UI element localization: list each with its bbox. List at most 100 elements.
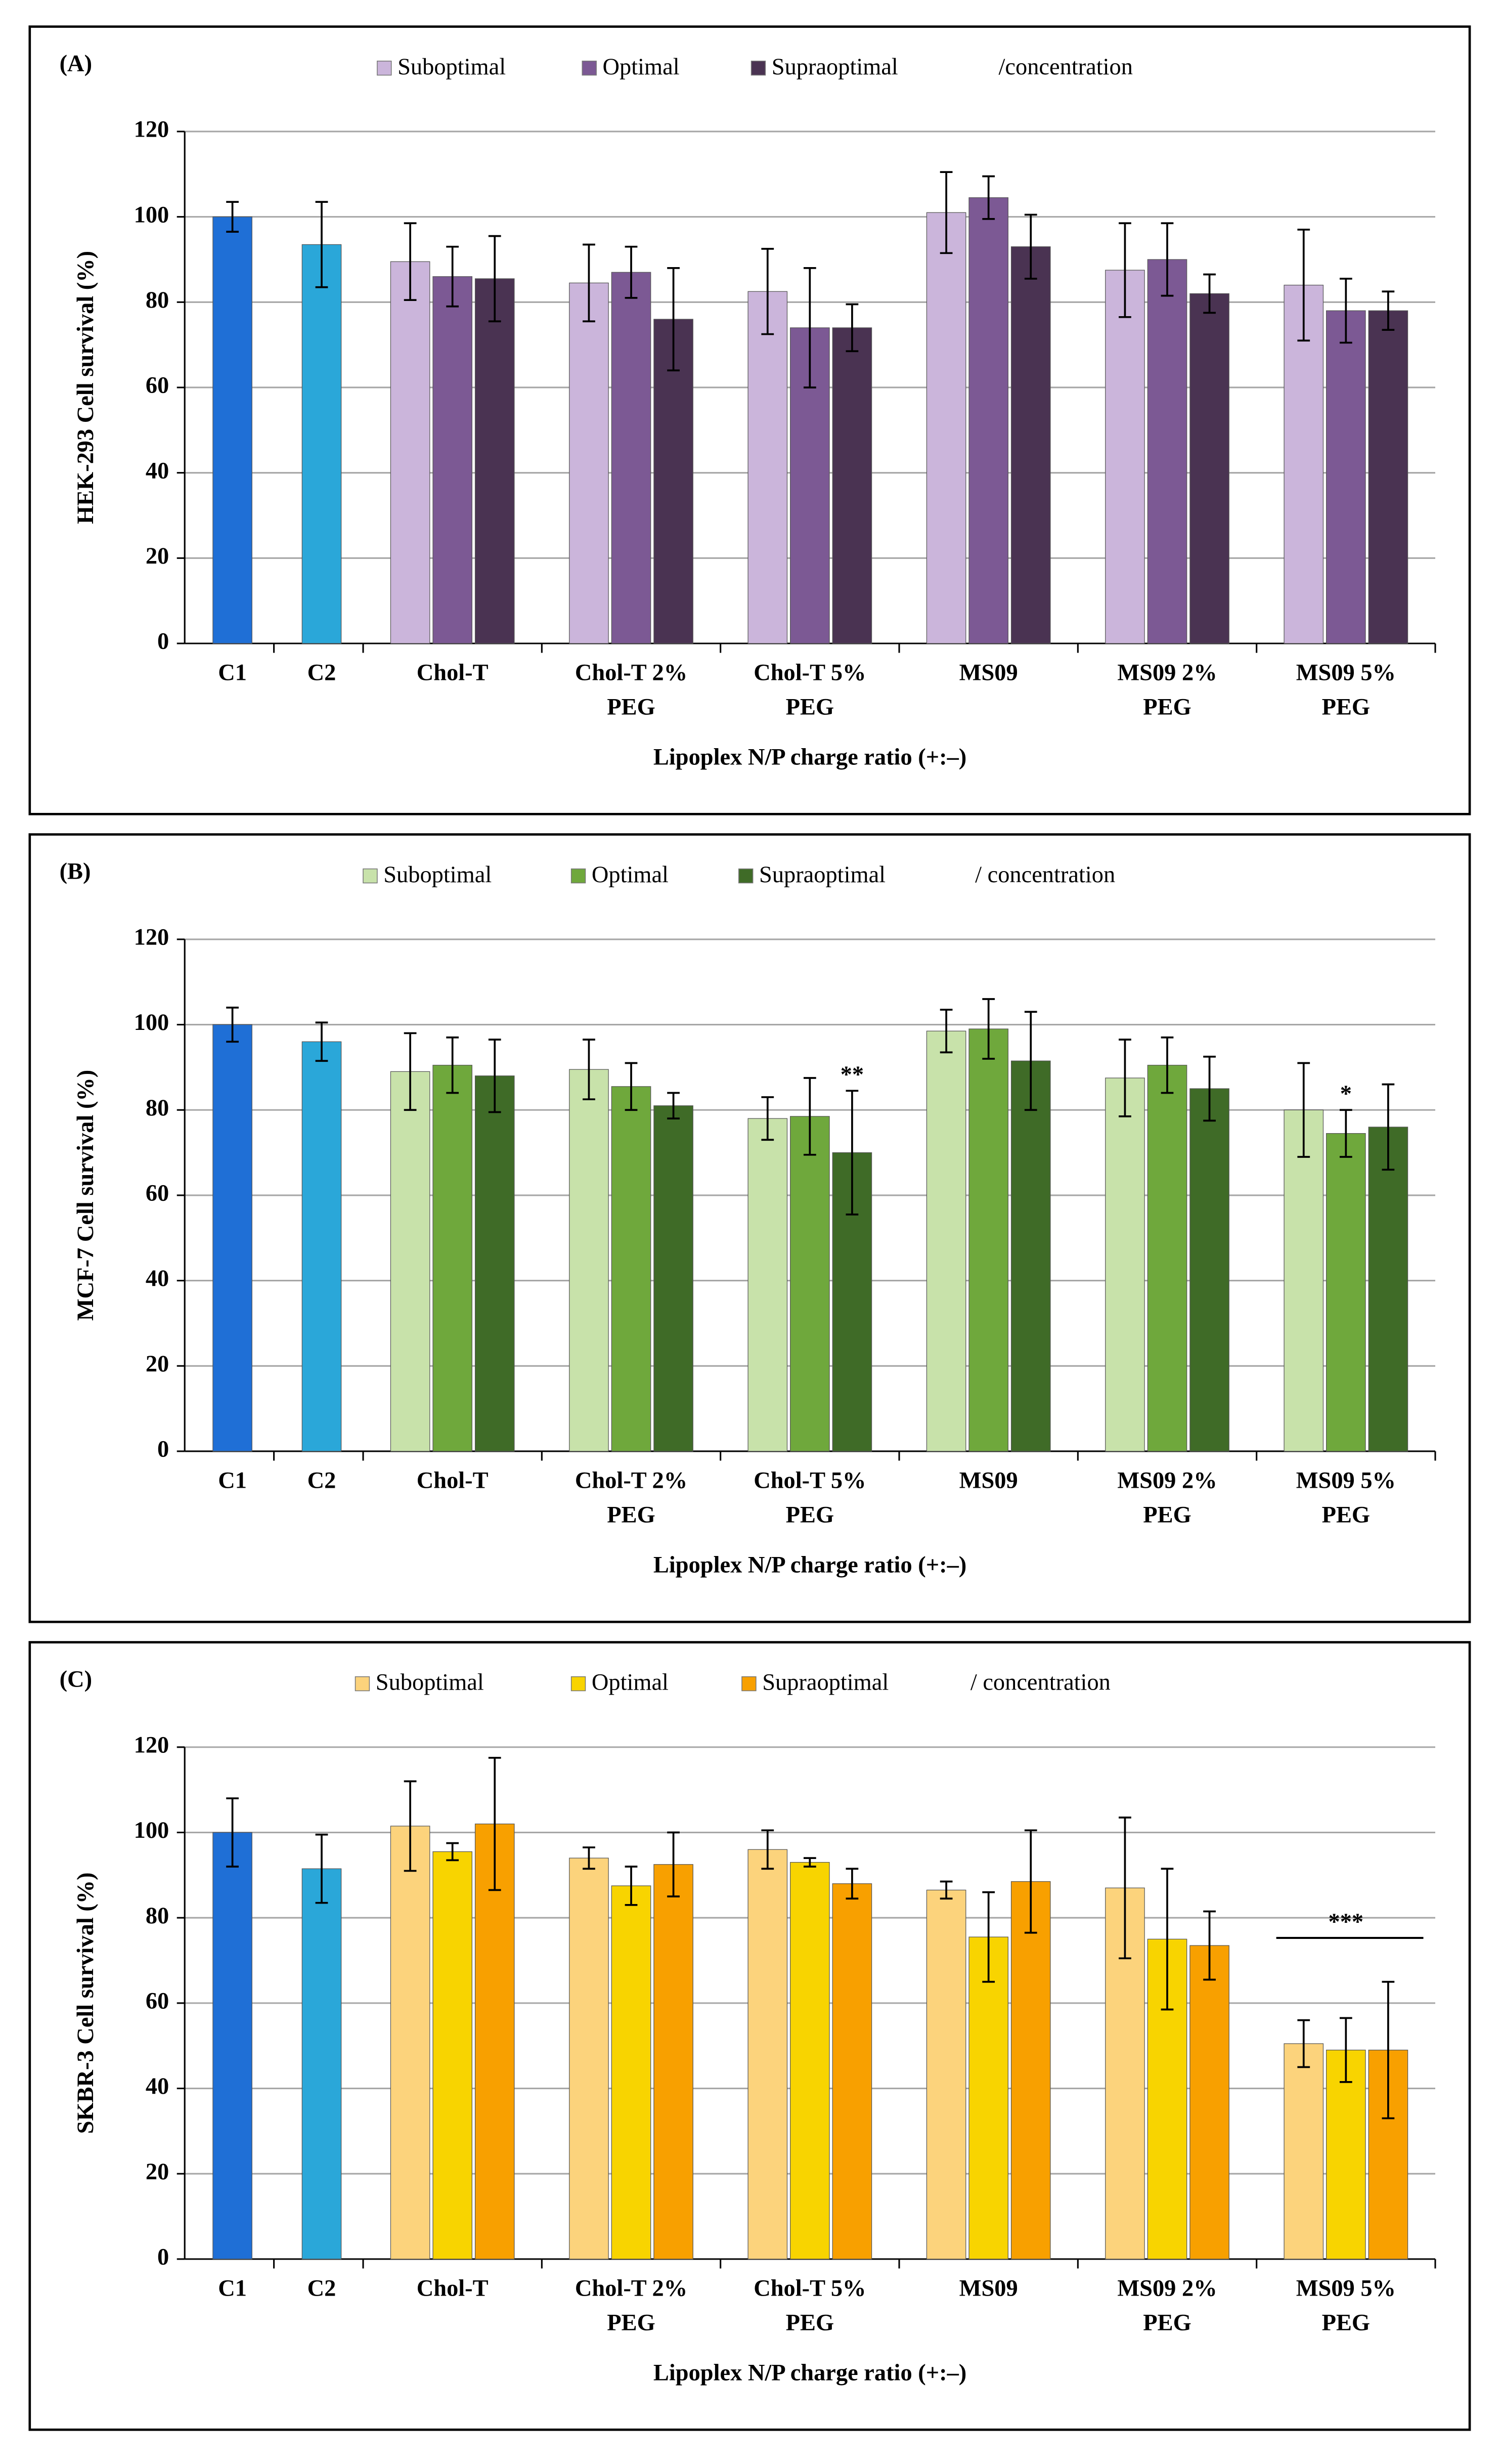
bar — [569, 282, 609, 644]
bar — [1326, 2050, 1366, 2260]
y-axis-label: SKBR-3 Cell survival (%) — [73, 1872, 99, 2134]
bar — [1284, 2043, 1324, 2260]
y-tick-label: 80 — [146, 1095, 169, 1121]
x-tick-label: PEG — [786, 2310, 834, 2336]
legend-suffix: /concentration — [999, 54, 1133, 80]
x-tick-label: Chol-T — [417, 1467, 489, 1493]
panel: (B) Suboptimal Optimal Supraoptimal / concen… — [28, 833, 1471, 1623]
bar — [390, 261, 430, 644]
bar — [432, 276, 472, 644]
y-tick-label: 20 — [146, 543, 169, 569]
x-tick-label: MS09 2% — [1117, 2275, 1217, 2301]
bar — [1105, 270, 1145, 644]
bar — [569, 1069, 609, 1452]
legend-swatch — [570, 1676, 586, 1692]
bar — [1326, 310, 1366, 644]
bar — [1189, 1088, 1229, 1452]
y-tick-label: 20 — [146, 2159, 169, 2185]
significance: *** — [1329, 1909, 1364, 1935]
bar — [611, 1885, 651, 2260]
x-axis-label: Lipoplex N/P charge ratio (+:–) — [653, 2360, 966, 2386]
x-tick-label: PEG — [1322, 695, 1370, 720]
bar — [390, 1826, 430, 2260]
bar — [926, 1030, 966, 1452]
x-tick-label: PEG — [786, 1502, 834, 1528]
bar — [432, 1065, 472, 1452]
legend-swatch — [741, 1676, 757, 1692]
bar — [790, 1862, 830, 2260]
bar — [611, 1086, 651, 1452]
y-tick-label: 80 — [146, 1903, 169, 1929]
y-tick-label: 40 — [146, 2073, 169, 2099]
x-tick-label: PEG — [1143, 1502, 1191, 1528]
bar — [968, 1028, 1008, 1452]
bar — [832, 1883, 872, 2260]
y-tick-label: 40 — [146, 458, 169, 484]
y-axis-label: MCF-7 Cell survival (%) — [73, 1070, 99, 1321]
y-tick-label: 0 — [157, 2244, 169, 2270]
x-tick-label: PEG — [786, 695, 834, 720]
bar — [301, 1868, 342, 2260]
bar — [474, 1824, 515, 2260]
bar — [747, 1118, 788, 1452]
x-tick-label: C2 — [307, 2275, 336, 2301]
panel-label: (B) — [60, 859, 91, 885]
significance: * — [1340, 1081, 1352, 1107]
bar — [1010, 1060, 1051, 1452]
x-tick-label: PEG — [607, 695, 655, 720]
x-tick-label: MS09 5% — [1296, 660, 1396, 686]
legend-swatch — [363, 868, 378, 884]
legend-label: Optimal — [592, 1670, 669, 1696]
x-tick-label: C1 — [218, 2275, 247, 2301]
bar — [926, 1889, 966, 2260]
x-tick-label: Chol-T 2% — [575, 660, 687, 686]
x-tick-label: PEG — [1322, 1502, 1370, 1528]
y-tick-label: 0 — [157, 629, 169, 655]
bar — [474, 278, 515, 644]
x-tick-label: C2 — [307, 660, 336, 686]
x-tick-label: Chol-T 5% — [754, 2275, 866, 2301]
x-tick-label: Chol-T 2% — [575, 1467, 687, 1493]
bar — [212, 1832, 252, 2260]
x-tick-label: PEG — [1143, 695, 1191, 720]
y-tick-label: 40 — [146, 1266, 169, 1291]
bar — [390, 1071, 430, 1452]
panel-label: (C) — [60, 1667, 92, 1693]
y-tick-label: 120 — [134, 117, 169, 143]
bar — [301, 244, 342, 644]
x-tick-label: C1 — [218, 1467, 247, 1493]
legend-swatch — [750, 60, 766, 76]
bar — [926, 212, 966, 644]
x-tick-label: Chol-T — [417, 2275, 489, 2301]
bar — [569, 1857, 609, 2260]
panel: (A) Suboptimal Optimal Supraoptimal/concent… — [28, 25, 1471, 815]
bar — [474, 1075, 515, 1452]
bar — [832, 327, 872, 644]
panel: (C) Suboptimal Optimal Supraoptimal / concen… — [28, 1641, 1471, 2431]
panel-frame — [28, 833, 1471, 1623]
y-tick-label: 100 — [134, 202, 169, 228]
legend-suffix: / concentration — [975, 862, 1115, 888]
x-tick-label: C1 — [218, 660, 247, 686]
bar — [1284, 1109, 1324, 1452]
y-tick-label: 100 — [134, 1010, 169, 1035]
bar — [611, 272, 651, 644]
bar — [1189, 293, 1229, 644]
legend-label: Suboptimal — [398, 54, 506, 80]
legend-swatch — [570, 868, 586, 884]
y-tick-label: 60 — [146, 373, 169, 399]
bar — [1368, 2050, 1408, 2260]
x-tick-label: MS09 — [959, 1467, 1018, 1493]
legend-label: Supraoptimal — [762, 1670, 889, 1696]
legend-label: Supraoptimal — [772, 54, 898, 80]
bar — [1326, 1133, 1366, 1452]
x-tick-label: MS09 — [959, 660, 1018, 686]
bar — [1147, 259, 1187, 644]
y-tick-label: 0 — [157, 1437, 169, 1462]
panel-label: (A) — [60, 51, 92, 77]
y-tick-label: 120 — [134, 1733, 169, 1758]
y-tick-label: 60 — [146, 1989, 169, 2014]
bar — [1368, 1127, 1408, 1452]
bar — [1105, 1077, 1145, 1452]
panel-frame — [28, 1641, 1471, 2431]
